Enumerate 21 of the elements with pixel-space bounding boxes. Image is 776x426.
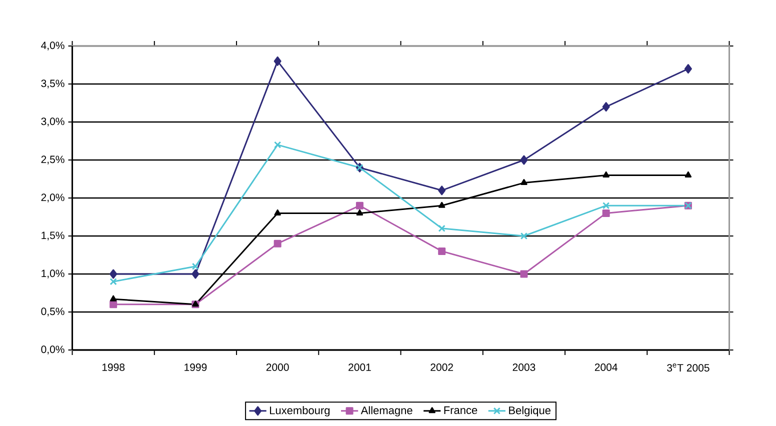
- x-tick-label: 2002: [430, 364, 453, 371]
- x-tick-label: 1999: [184, 364, 207, 371]
- legend-label: Allemagne: [360, 406, 412, 416]
- legend-label: Belgique: [509, 406, 550, 416]
- y-tick-label: 0,0%: [41, 346, 64, 354]
- x-tick-label: 2004: [594, 364, 618, 371]
- x-tick-label: 2001: [348, 364, 371, 371]
- y-tick-label: 3,0%: [41, 118, 64, 126]
- x-tick-label: 1998: [102, 364, 125, 371]
- legend-label: Luxembourg: [270, 406, 330, 416]
- y-tick-label: 1,0%: [42, 270, 64, 278]
- y-tick-label: 4,0%: [41, 42, 64, 50]
- legend-label: France: [444, 406, 478, 414]
- y-tick-label: 0,5%: [41, 308, 64, 316]
- y-tick-label: 1,5%: [42, 232, 64, 240]
- x-tick-label: 2003: [512, 364, 536, 371]
- y-tick-label: 2,5%: [41, 156, 64, 164]
- x-tick-label: 2000: [266, 364, 289, 371]
- y-tick-label: 2,0%: [41, 194, 64, 202]
- x-tick-label: 3$^{e}$T 2005: [667, 364, 710, 372]
- y-tick-label: 3,5%: [41, 80, 64, 88]
